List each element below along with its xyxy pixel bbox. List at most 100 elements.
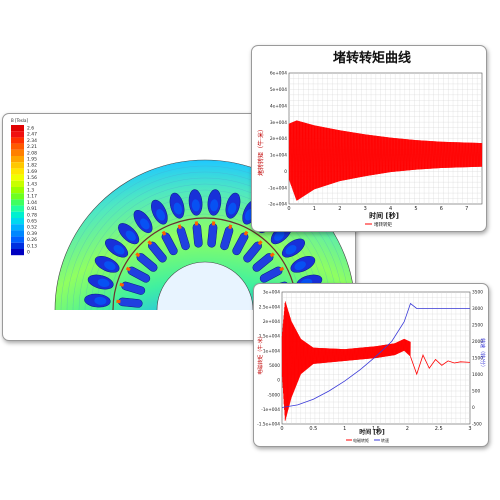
legend-color-swatch xyxy=(11,125,24,132)
legend-color-swatch xyxy=(11,205,24,212)
legend-level-label: 0.13 xyxy=(27,243,37,249)
rotor-slot xyxy=(125,266,151,283)
legend-level-label: 1.95 xyxy=(27,157,37,163)
rotor-tooth-hotspot xyxy=(194,221,199,226)
legend-level-label: 1.3 xyxy=(27,188,34,194)
rotor-slot xyxy=(116,297,143,308)
rotor-tooth-hotspot xyxy=(269,252,275,258)
y-tick-label: 1e+004 xyxy=(263,348,280,354)
slot-core xyxy=(113,245,125,255)
legend-color-swatch xyxy=(11,143,24,150)
rotor-slot xyxy=(259,266,285,283)
slot-core xyxy=(191,199,200,212)
slot-core xyxy=(228,202,237,215)
y-tick-label: -1e+004 xyxy=(261,407,280,413)
y-tick-label: 0 xyxy=(284,169,287,175)
rotor-tooth-hotspot xyxy=(161,230,167,236)
legend-color-swatch xyxy=(11,156,24,163)
slot-core xyxy=(140,218,150,230)
legend: 堵转转矩 xyxy=(365,221,392,228)
locked-rotor-torque-chart: 堵转转矩曲线 6e+004 5e+004 4e+004 3e+004 2e+004 1e+… xyxy=(257,50,483,228)
legend-color-swatch xyxy=(11,199,24,206)
flux-line xyxy=(60,165,350,310)
rotor-slot xyxy=(119,281,146,295)
legend-level-label: 1.82 xyxy=(27,163,37,169)
x-tick-label: 3 xyxy=(364,206,367,212)
legend-color-swatch xyxy=(11,174,24,181)
rotor-tooth-hotspot xyxy=(211,221,216,226)
rotor-slot xyxy=(220,224,234,251)
stator-slot xyxy=(188,189,203,216)
x-tick-label: 4 xyxy=(389,206,392,212)
rotor-slot xyxy=(161,230,178,256)
stator-slot xyxy=(118,223,140,245)
series-line xyxy=(281,301,411,421)
legend-color-swatch xyxy=(11,149,24,156)
flux-legend: 2.62.472.342.212.081.951.821.691.561.431… xyxy=(11,125,37,256)
legend-color-swatch xyxy=(11,180,24,187)
x-tick-label: 2 xyxy=(406,426,409,432)
y-tick-label: 5000 xyxy=(269,363,280,369)
x-tick-label: 5 xyxy=(414,206,417,212)
rotor-tooth-hotspot xyxy=(125,266,131,272)
y-tick-label: 5e+004 xyxy=(270,87,287,93)
y-tick-label: -2e+004 xyxy=(268,202,287,208)
stator-slot xyxy=(104,238,129,258)
slot-core xyxy=(285,245,297,255)
legend-color-swatch xyxy=(11,168,24,175)
stator-slot xyxy=(281,238,306,258)
y-tick-label: 1e+004 xyxy=(270,153,287,159)
y-tick-labels: 3e+004 2.5e+004 2e+004 1.5e+004 1e+004 5000 0 -… xyxy=(257,290,280,428)
legend-color-swatch xyxy=(11,230,24,237)
legend-level-label: 2.34 xyxy=(27,138,37,144)
y-tick-label: 2e+004 xyxy=(270,136,287,142)
legend-level-label: 1.43 xyxy=(27,181,37,187)
flux-lines xyxy=(60,165,350,310)
stator-slot xyxy=(290,256,316,273)
x-tick-label: 7 xyxy=(465,206,468,212)
slot-core xyxy=(125,230,136,241)
y2-tick-label: 3500 xyxy=(472,290,483,296)
stator-slot xyxy=(225,192,241,219)
rotor-slot xyxy=(176,224,190,251)
y-tick-labels: 6e+004 5e+004 4e+004 3e+004 2e+004 1e+004 0 -1e… xyxy=(268,71,287,208)
legend-level-label: 1.04 xyxy=(27,200,37,206)
legend-label-speed: 转速 xyxy=(381,437,389,443)
slot-core xyxy=(104,261,116,271)
locked-rotor-torque-panel: 堵转转矩曲线 6e+004 5e+004 4e+004 3e+004 2e+004 1e+… xyxy=(251,45,487,232)
slot-core xyxy=(294,261,306,271)
series-locked-rotor-torque xyxy=(288,120,483,201)
shaft xyxy=(156,261,254,310)
legend-level-label: 0.65 xyxy=(27,219,37,225)
legend-label: 堵转转矩 xyxy=(374,221,392,228)
x-tick-labels: 0 0.5 1 1.5 2 2.5 3 xyxy=(280,426,471,432)
legend-level-label: 0.52 xyxy=(27,225,37,231)
y-tick-label: -1.5e+004 xyxy=(257,422,280,428)
y-tick-label: -5000 xyxy=(268,392,281,398)
legend-color-swatch xyxy=(11,218,24,225)
legend-color-swatch xyxy=(11,137,24,144)
legend-level-label: 0 xyxy=(27,250,30,256)
y-tick-label: 0 xyxy=(277,378,280,384)
rotor-tooth-hotspot xyxy=(243,230,249,236)
rotor-tooth-hotspot xyxy=(257,240,263,246)
legend-level-label: 1.56 xyxy=(27,175,37,181)
flux-line xyxy=(96,201,314,310)
y-tick-label: 3e+004 xyxy=(270,120,287,126)
x-tick-label: 0 xyxy=(280,426,283,432)
flux-legend-unit: B [Tesla] xyxy=(11,118,28,123)
series-group xyxy=(281,301,471,421)
y2-tick-label: 500 xyxy=(472,389,480,395)
y2-tick-label: 2500 xyxy=(472,323,483,329)
x-axis-label: 时间 [秒] xyxy=(369,211,399,220)
legend-level-label: 1.69 xyxy=(27,169,37,175)
legend-color-swatch xyxy=(11,249,24,256)
y2-tick-label: 0 xyxy=(472,405,475,411)
legend-label-torque: 电磁转矩 xyxy=(353,437,369,443)
legend-level-label: 2.21 xyxy=(27,144,37,150)
rotor-tooth-hotspot xyxy=(147,240,153,246)
stator-slot xyxy=(207,189,222,216)
x-axis-label: 时间 [秒] xyxy=(359,428,385,436)
y-tick-label: 2e+004 xyxy=(263,319,280,325)
flux-line xyxy=(108,213,302,310)
